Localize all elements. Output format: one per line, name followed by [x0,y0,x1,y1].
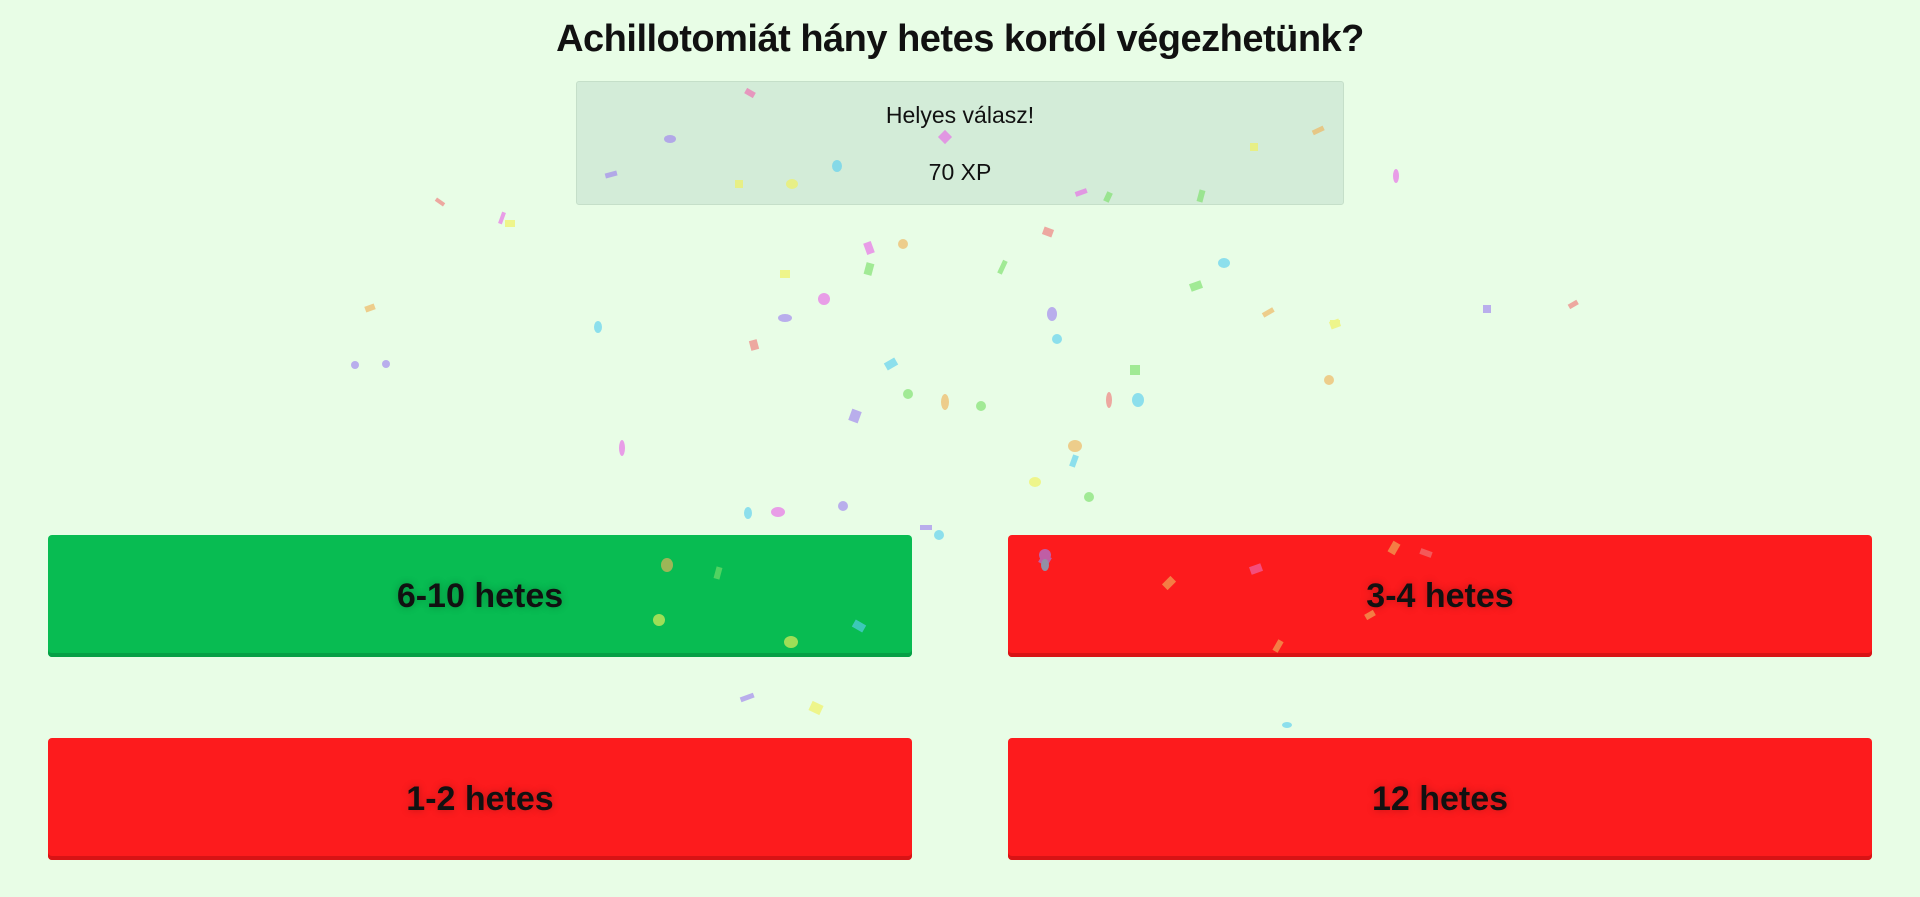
feedback-message: Helyes válasz! [885,102,1035,128]
question-title: Achillotomiát hány hetes kortól végezhet… [556,18,1364,60]
answer-button-1[interactable]: 6-10 hetes [48,535,912,657]
answer-button-2[interactable]: 3-4 hetes [1008,535,1872,657]
xp-reward: 70 XP [928,159,992,185]
feedback-box: Helyes válasz! 70 XP [576,81,1344,205]
answer-button-4[interactable]: 12 hetes [1008,738,1872,860]
answer-button-3[interactable]: 1-2 hetes [48,738,912,860]
